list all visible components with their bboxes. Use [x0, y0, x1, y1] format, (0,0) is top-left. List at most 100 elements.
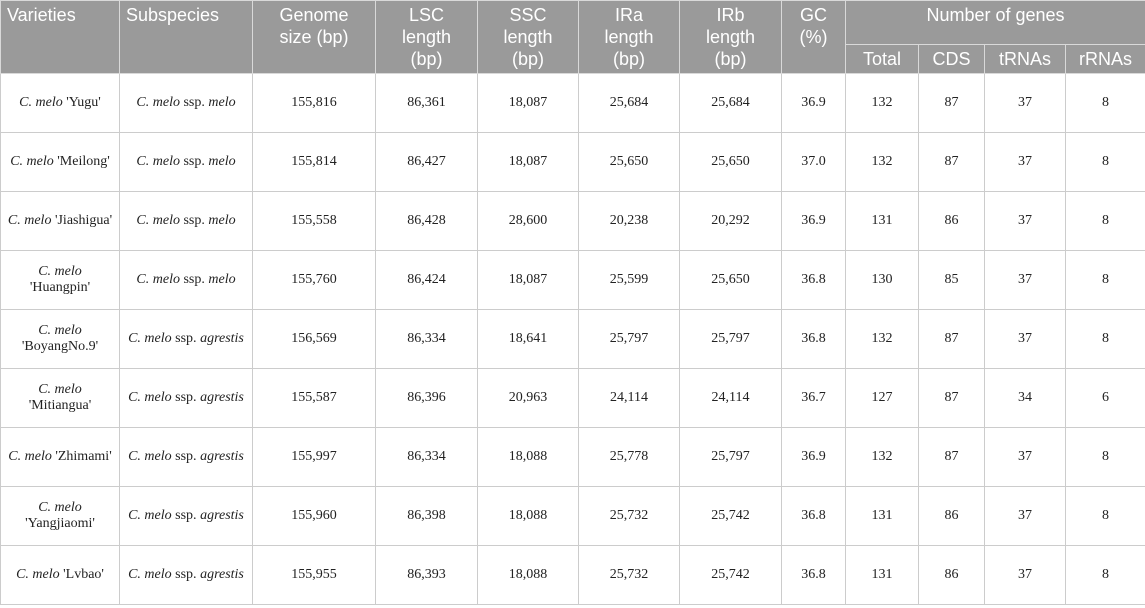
header-rrnas: rRNAs: [1064, 44, 1145, 74]
header-gc-line1: GC: [800, 5, 827, 25]
table-body: C. melo 'Yugu' C. melo ssp. melo 155,816 86…: [0, 73, 1145, 605]
cell-gc: 36.9: [781, 73, 846, 133]
subspecies-genus: C. melo: [128, 567, 172, 582]
subspecies-name: agrestis: [200, 331, 244, 346]
cell-ssc: 18,088: [477, 427, 579, 487]
variety-species: C. melo: [19, 95, 63, 110]
subspecies-name: melo: [208, 272, 236, 287]
cell-cds: 87: [918, 73, 985, 133]
cell-lsc: 86,428: [375, 191, 478, 251]
cell-irb: 25,797: [679, 427, 782, 487]
cell-gc: 36.9: [781, 427, 846, 487]
cell-irb: 20,292: [679, 191, 782, 251]
header-total: Total: [845, 44, 919, 74]
cell-subspecies: C. melo ssp. agrestis: [119, 368, 253, 428]
cell-subspecies: C. melo ssp. melo: [119, 250, 253, 310]
table-header: Varieties Subspecies Genome size (bp) LS…: [0, 0, 1145, 74]
cell-ssc: 28,600: [477, 191, 579, 251]
cell-ssc: 18,087: [477, 73, 579, 133]
cell-lsc: 86,424: [375, 250, 478, 310]
table-row: C. melo 'BoyangNo.9' C. melo ssp. agresti…: [0, 309, 1145, 369]
cell-genome: 156,569: [252, 309, 376, 369]
subspecies-genus: C. melo: [136, 213, 180, 228]
cell-trna: 37: [984, 309, 1066, 369]
cell-ira: 25,732: [578, 545, 680, 605]
cell-ira: 25,599: [578, 250, 680, 310]
cell-subspecies: C. melo ssp. agrestis: [119, 486, 253, 546]
cell-cds: 86: [918, 191, 985, 251]
cell-ira: 24,114: [578, 368, 680, 428]
cell-rrna: 8: [1064, 486, 1145, 546]
cell-ssc: 20,963: [477, 368, 579, 428]
cell-genome: 155,960: [252, 486, 376, 546]
cell-genome: 155,814: [252, 132, 376, 192]
subspecies-ssp: ssp.: [175, 390, 197, 405]
cell-irb: 25,797: [679, 309, 782, 369]
variety-species: C. melo: [16, 567, 60, 582]
cell-ssc: 18,088: [477, 545, 579, 605]
cell-genome: 155,997: [252, 427, 376, 487]
table-row: C. melo 'Meilong' C. melo ssp. melo 155,81…: [0, 132, 1145, 192]
variety-species: C. melo: [38, 264, 82, 279]
cell-subspecies: C. melo ssp. melo: [119, 191, 253, 251]
cell-rrna: 8: [1064, 545, 1145, 605]
cell-trna: 34: [984, 368, 1066, 428]
subspecies-ssp: ssp.: [175, 331, 197, 346]
cell-genome: 155,955: [252, 545, 376, 605]
subspecies-name: agrestis: [200, 390, 244, 405]
header-ssc-length: SSC length (bp): [477, 0, 579, 74]
cell-ssc: 18,087: [477, 132, 579, 192]
cell-ira: 25,650: [578, 132, 680, 192]
cell-genome: 155,760: [252, 250, 376, 310]
variety-species: C. melo: [38, 323, 82, 338]
subspecies-genus: C. melo: [136, 154, 180, 169]
cell-genome: 155,816: [252, 73, 376, 133]
cell-ira: 20,238: [578, 191, 680, 251]
cell-subspecies: C. melo ssp. melo: [119, 73, 253, 133]
variety-species: C. melo: [8, 449, 52, 464]
cell-subspecies: C. melo ssp. agrestis: [119, 427, 253, 487]
header-lsc-line3: (bp): [410, 49, 443, 69]
cell-irb: 24,114: [679, 368, 782, 428]
cell-total: 131: [845, 486, 919, 546]
cell-trna: 37: [984, 191, 1066, 251]
cell-trna: 37: [984, 132, 1066, 192]
header-cds: CDS: [918, 44, 985, 74]
cell-subspecies: C. melo ssp. agrestis: [119, 309, 253, 369]
subspecies-name: melo: [208, 213, 236, 228]
header-irb-line2: length: [705, 27, 756, 47]
cell-variety: C. melo 'Meilong': [0, 132, 120, 192]
cell-gc: 36.8: [781, 545, 846, 605]
cell-ssc: 18,088: [477, 486, 579, 546]
cell-variety: C. melo 'BoyangNo.9': [0, 309, 120, 369]
variety-species: C. melo: [7, 213, 52, 228]
header-gc-line2: (%): [799, 27, 828, 47]
header-irb-line1: IRb: [716, 5, 745, 25]
cell-subspecies: C. melo ssp. melo: [119, 132, 253, 192]
variety-name: 'BoyangNo.9': [21, 339, 99, 354]
variety-name: 'Yugu': [66, 95, 101, 110]
cell-total: 132: [845, 73, 919, 133]
variety-species: C. melo: [38, 382, 82, 397]
cell-lsc: 86,361: [375, 73, 478, 133]
header-varieties: Varieties: [0, 0, 120, 74]
header-lsc-length: LSC length (bp): [375, 0, 478, 74]
cell-trna: 37: [984, 486, 1066, 546]
subspecies-genus: C. melo: [128, 508, 172, 523]
header-genome-size-line2: size (bp): [279, 27, 349, 47]
cell-rrna: 8: [1064, 191, 1145, 251]
cell-cds: 86: [918, 486, 985, 546]
cell-trna: 37: [984, 73, 1066, 133]
variety-name: 'Mitiangua': [28, 398, 92, 413]
cell-gc: 37.0: [781, 132, 846, 192]
variety-name: 'Huangpin': [29, 280, 91, 295]
cell-lsc: 86,398: [375, 486, 478, 546]
subspecies-ssp: ssp.: [183, 213, 205, 228]
header-ira-line2: length: [604, 27, 654, 47]
cell-rrna: 8: [1064, 132, 1145, 192]
header-trnas: tRNAs: [984, 44, 1066, 74]
cell-total: 130: [845, 250, 919, 310]
subspecies-genus: C. melo: [128, 390, 172, 405]
subspecies-ssp: ssp.: [183, 272, 205, 287]
